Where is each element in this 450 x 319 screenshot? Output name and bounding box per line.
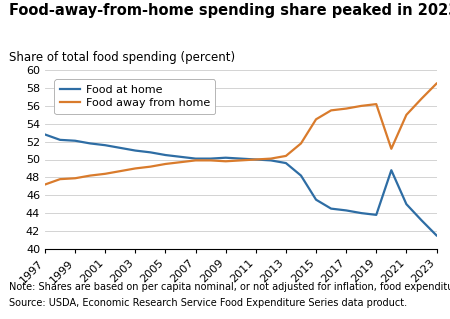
Food at home <box>359 211 364 215</box>
Food away from home <box>87 174 93 177</box>
Food at home <box>163 153 168 157</box>
Food away from home <box>313 117 319 121</box>
Food at home <box>268 159 274 162</box>
Food away from home <box>404 113 409 117</box>
Food at home <box>208 157 213 160</box>
Food at home <box>313 198 319 202</box>
Food at home <box>283 161 288 165</box>
Food at home <box>42 133 48 137</box>
Food away from home <box>389 147 394 151</box>
Food away from home <box>208 159 213 162</box>
Food at home <box>178 155 183 159</box>
Food away from home <box>223 160 229 163</box>
Text: Source: USDA, Economic Research Service Food Expenditure Series data product.: Source: USDA, Economic Research Service … <box>9 298 407 308</box>
Food at home <box>238 157 243 160</box>
Food at home <box>434 234 439 237</box>
Food away from home <box>42 182 48 186</box>
Food at home <box>328 207 334 211</box>
Line: Food away from home: Food away from home <box>45 84 436 184</box>
Food at home <box>223 156 229 160</box>
Food away from home <box>163 162 168 166</box>
Food away from home <box>434 82 439 85</box>
Food away from home <box>103 172 108 176</box>
Food at home <box>87 142 93 145</box>
Food away from home <box>57 177 63 181</box>
Food away from home <box>359 104 364 108</box>
Food at home <box>404 202 409 206</box>
Food away from home <box>133 167 138 170</box>
Food at home <box>253 158 258 161</box>
Food away from home <box>343 107 349 110</box>
Food away from home <box>283 154 288 158</box>
Food away from home <box>148 165 153 168</box>
Food away from home <box>117 169 123 173</box>
Food away from home <box>268 157 274 160</box>
Food away from home <box>238 159 243 162</box>
Food at home <box>389 168 394 172</box>
Food away from home <box>72 176 78 180</box>
Food at home <box>374 213 379 217</box>
Food at home <box>117 146 123 150</box>
Food away from home <box>178 160 183 164</box>
Text: Note: Shares are based on per capita nominal, or not adjusted for inflation, foo: Note: Shares are based on per capita nom… <box>9 282 450 292</box>
Food at home <box>419 218 424 222</box>
Food away from home <box>374 102 379 106</box>
Food at home <box>298 174 304 177</box>
Legend: Food at home, Food away from home: Food at home, Food away from home <box>54 79 216 114</box>
Food at home <box>103 143 108 147</box>
Line: Food at home: Food at home <box>45 135 436 235</box>
Food at home <box>57 138 63 142</box>
Food away from home <box>253 158 258 161</box>
Food away from home <box>298 142 304 145</box>
Food at home <box>343 209 349 212</box>
Food at home <box>72 139 78 143</box>
Food at home <box>148 151 153 154</box>
Food away from home <box>328 108 334 112</box>
Text: Food-away-from-home spending share peaked in 2023: Food-away-from-home spending share peake… <box>9 3 450 18</box>
Food at home <box>133 149 138 152</box>
Text: Share of total food spending (percent): Share of total food spending (percent) <box>9 51 235 64</box>
Food at home <box>193 157 198 160</box>
Food away from home <box>419 97 424 101</box>
Food away from home <box>193 159 198 162</box>
